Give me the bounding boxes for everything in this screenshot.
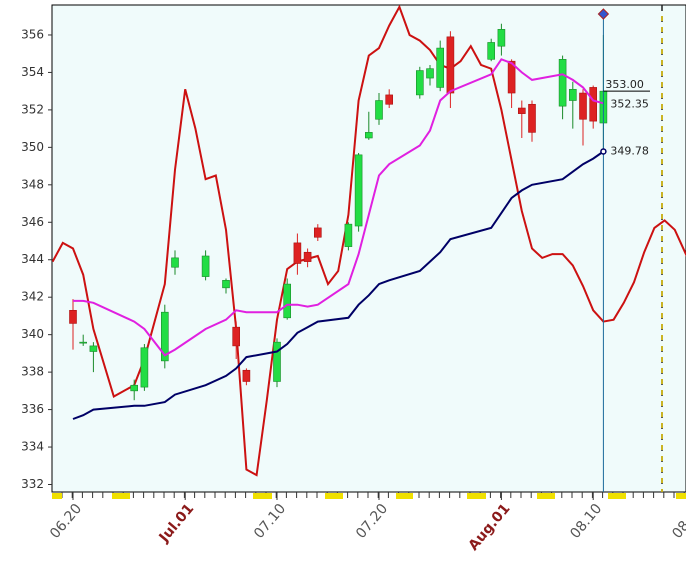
last-value-dot [600,148,607,155]
candle-body [364,132,373,139]
y-tick-label: 336 [21,402,44,416]
week-strip [676,493,686,499]
candle-body [273,341,281,382]
plot-area [51,4,686,493]
candle-body [171,257,179,268]
candle-body [375,100,383,120]
last-value-label: 352.35 [610,97,649,110]
indicator-line [72,150,604,420]
candle-body [568,88,577,101]
last-value-label: 349.78 [610,144,649,157]
close-label: 353.00 [605,78,644,91]
candle-body [344,223,353,247]
week-strip [608,493,626,499]
y-tick-label: 332 [21,477,44,491]
candle-body [283,283,292,319]
y-tick-label: 334 [21,440,44,454]
candle-body [487,42,496,60]
x-tick-label: 08.10 [567,501,605,542]
week-strip [52,493,62,499]
y-tick-label: 356 [21,27,44,41]
y-tick-label: 340 [21,327,44,341]
x-tick-label: 08.20 [669,501,686,542]
week-strip [253,493,272,499]
axis-decor [52,492,686,499]
candle-body [497,29,506,47]
y-tick-label: 350 [21,140,44,154]
candle-body [579,92,587,120]
candle-body [201,255,210,277]
candle-body [130,384,138,392]
candle-body [446,36,455,94]
candle-body [385,94,394,105]
candle-body [426,68,434,79]
candle-body [507,60,516,94]
week-strip [537,493,555,499]
candle-body [293,242,302,264]
candle-body [79,341,87,344]
candle-body [589,87,598,122]
x-tick-label: 06.20 [47,501,85,542]
week-strip [396,493,413,499]
candle-body [415,70,424,96]
y-tick-label: 342 [21,290,44,304]
candle-body [528,103,536,133]
candle-body [140,347,149,388]
week-strip [467,493,486,499]
y-tick-label: 344 [21,252,44,266]
candle-body [303,251,312,262]
y-tick-label: 346 [21,215,44,229]
candle-body [242,369,251,382]
week-strip [112,493,130,499]
y-tick-label: 338 [21,365,44,379]
overlay: 353.00 352.35 349.78 [597,8,650,492]
candle-body [69,310,77,324]
x-tick-label: Jul.01 [156,501,198,546]
candle-body [232,326,240,347]
candle-body [161,311,169,362]
candle-body [354,154,363,227]
y-tick-label: 354 [21,65,44,79]
candle-body [517,107,526,114]
y-tick-label: 348 [21,177,44,191]
indicator-line [73,58,604,357]
indicator-line [52,5,686,477]
candle-body [222,280,230,289]
x-tick-label: Aug.01 [466,501,514,554]
x-tick-label: 07.10 [251,501,289,542]
cursor-marker [597,8,610,20]
plot [52,5,686,477]
candle-body [436,47,445,88]
candle-body [89,345,98,352]
x-tick-label: 07.20 [353,501,391,542]
week-strip [325,493,343,499]
candle-body [313,227,322,238]
y-tick-label: 352 [21,102,44,116]
candle-body [558,59,567,107]
